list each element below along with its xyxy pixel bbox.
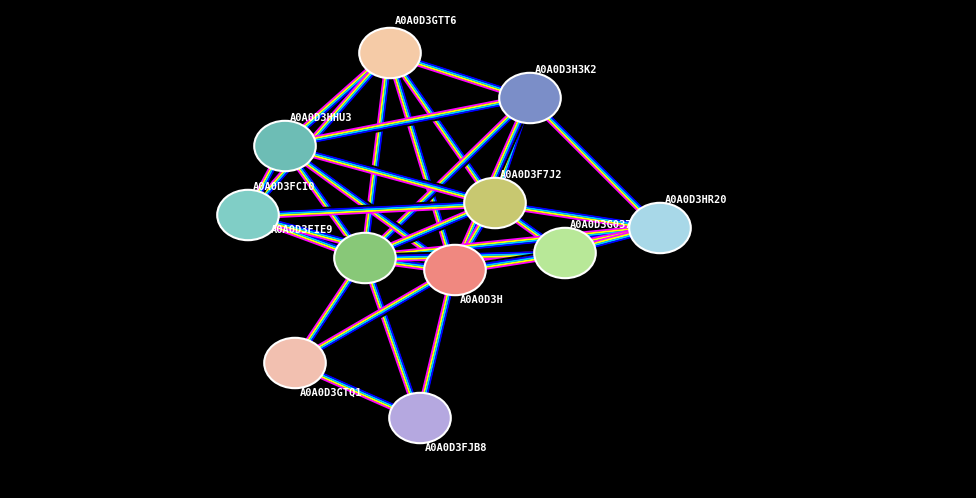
Ellipse shape bbox=[465, 178, 526, 228]
Ellipse shape bbox=[389, 393, 451, 443]
Text: A0A0D3GTT6: A0A0D3GTT6 bbox=[395, 16, 458, 26]
Text: A0A0D3H: A0A0D3H bbox=[460, 295, 504, 305]
Ellipse shape bbox=[254, 121, 316, 171]
Text: A0A0D3FJB8: A0A0D3FJB8 bbox=[425, 443, 487, 453]
Text: A0A0D3HR20: A0A0D3HR20 bbox=[665, 195, 727, 205]
Text: A0A0D3G037: A0A0D3G037 bbox=[570, 220, 632, 230]
Text: A0A0D3FIE9: A0A0D3FIE9 bbox=[270, 225, 333, 235]
Ellipse shape bbox=[425, 245, 486, 295]
Ellipse shape bbox=[630, 203, 691, 253]
Ellipse shape bbox=[334, 233, 396, 283]
Ellipse shape bbox=[499, 73, 561, 123]
Text: A0A0D3HHU3: A0A0D3HHU3 bbox=[290, 113, 352, 123]
Text: A0A0D3H3K2: A0A0D3H3K2 bbox=[535, 65, 597, 75]
Ellipse shape bbox=[218, 190, 279, 240]
Ellipse shape bbox=[359, 28, 421, 78]
Text: A0A0D3GTQ1: A0A0D3GTQ1 bbox=[300, 388, 362, 398]
Text: A0A0D3F7J2: A0A0D3F7J2 bbox=[500, 170, 562, 180]
Text: A0A0D3FCI0: A0A0D3FCI0 bbox=[253, 182, 315, 192]
Ellipse shape bbox=[534, 228, 595, 278]
Ellipse shape bbox=[264, 338, 326, 388]
